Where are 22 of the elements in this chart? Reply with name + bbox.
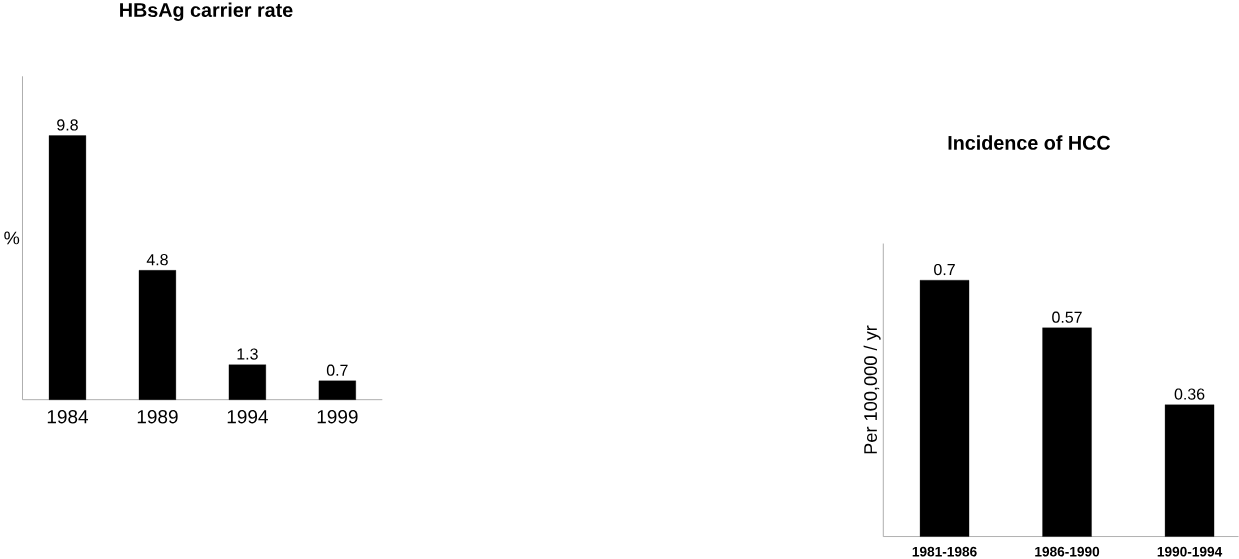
- chart-title: Incidence of HCC: [948, 135, 1111, 150]
- x-tick-label: 1986-1990: [1035, 546, 1100, 557]
- y-axis-title: Per 100,000 / yr: [863, 325, 881, 454]
- bar: [228, 364, 266, 400]
- data-label: 0.57: [1052, 311, 1082, 323]
- x-tick-label: 1989: [137, 409, 178, 424]
- x-tick-label: 1984: [47, 409, 89, 424]
- data-label: 1.3: [237, 348, 258, 360]
- x-tick-label: 1999: [317, 409, 358, 424]
- x-tick-label: 1994: [227, 409, 268, 424]
- y-axis-title: %: [4, 231, 20, 245]
- chart-title: HBsAg carrier rate: [120, 2, 293, 21]
- bar: [48, 135, 87, 400]
- bar: [318, 380, 356, 400]
- data-label: 9.8: [57, 119, 78, 131]
- data-label: 4.8: [146, 254, 168, 266]
- x-tick-label: 1990-1994: [1157, 546, 1223, 557]
- data-label: 0.36: [1174, 388, 1205, 400]
- data-label: 0.7: [326, 364, 348, 376]
- x-tick-label: 1981-1986: [912, 546, 977, 557]
- data-label: 0.7: [934, 263, 955, 276]
- bar: [138, 270, 177, 400]
